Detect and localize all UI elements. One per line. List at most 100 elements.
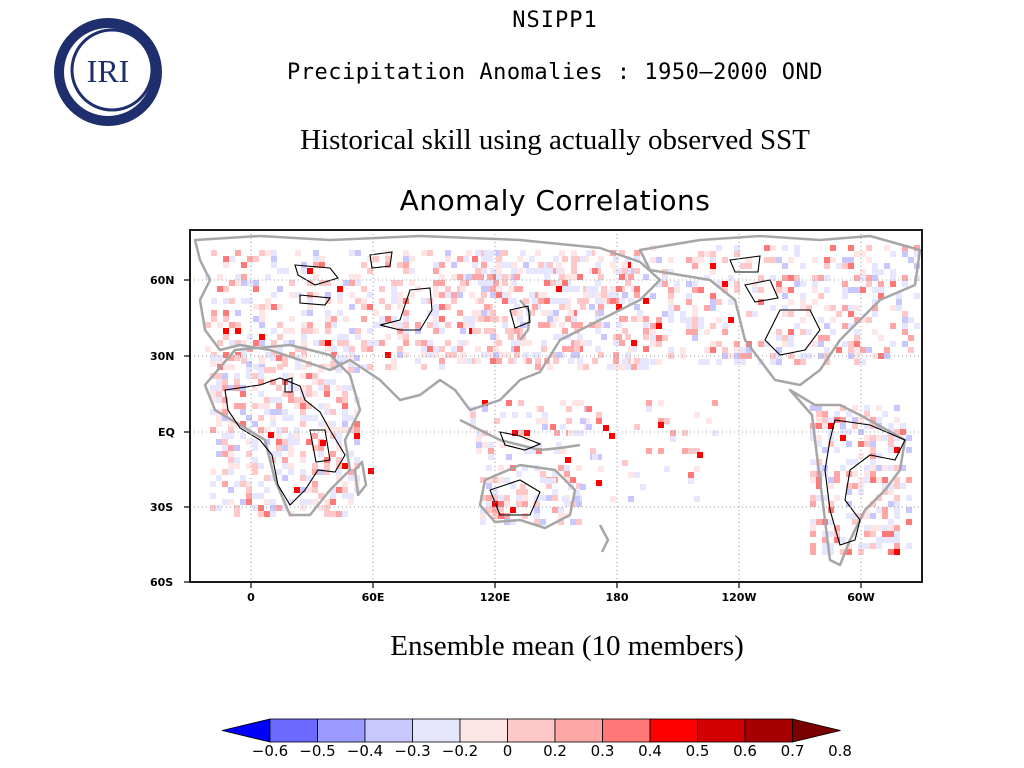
anomaly-cell [481, 262, 487, 268]
anomaly-cell [854, 287, 860, 293]
anomaly-cell [758, 341, 764, 347]
anomaly-cell [294, 433, 300, 439]
anomaly-cell [439, 364, 445, 370]
anomaly-cell [336, 445, 342, 451]
anomaly-cell [343, 346, 349, 352]
anomaly-cell [722, 347, 728, 353]
anomaly-cell [628, 496, 634, 502]
anomaly-cell [541, 268, 547, 274]
anomaly-cell [628, 298, 634, 304]
anomaly-cell [289, 328, 295, 334]
anomaly-cell [354, 433, 360, 439]
anomaly-cell [271, 256, 277, 262]
anomaly-cell [240, 391, 246, 397]
anomaly-cell [210, 493, 216, 499]
anomaly-cell [822, 447, 828, 453]
anomaly-cell [331, 346, 337, 352]
anomaly-cell [598, 256, 604, 262]
anomaly-cell [427, 298, 433, 304]
anomaly-cell [264, 475, 270, 481]
anomaly-cell [836, 311, 842, 317]
anomaly-cell [864, 513, 870, 519]
anomaly-cell [282, 415, 288, 421]
anomaly-cell [656, 323, 662, 329]
anomaly-cell [828, 483, 834, 489]
anomaly-cell [511, 262, 517, 268]
anomaly-cell [571, 316, 577, 322]
anomaly-cell [472, 274, 478, 280]
colorbar-label: 0 [502, 742, 513, 760]
anomaly-cell [342, 421, 348, 427]
anomaly-cell-high [658, 422, 664, 428]
anomaly-cell [342, 493, 348, 499]
anomaly-cell [348, 451, 354, 457]
anomaly-cell [252, 385, 258, 391]
anomaly-cell [484, 286, 490, 292]
anomaly-cell [433, 328, 439, 334]
anomaly-cell [876, 543, 882, 549]
anomaly-cell [246, 415, 252, 421]
anomaly-cell-high [565, 457, 571, 463]
anomaly-cell [511, 280, 517, 286]
anomaly-cell [834, 495, 840, 501]
anomaly-cell [312, 499, 318, 505]
anomaly-cell [475, 250, 481, 256]
anomaly-cell [313, 262, 319, 268]
anomaly-cell [229, 256, 235, 262]
iri-logo: IRI [54, 18, 162, 126]
anomaly-cell [342, 397, 348, 403]
anomaly-cell [547, 262, 553, 268]
anomaly-cell [258, 403, 264, 409]
anomaly-cell [900, 423, 906, 429]
anomaly-cell [692, 281, 698, 287]
anomaly-cell [566, 406, 572, 412]
anomaly-cell [734, 359, 740, 365]
anomaly-cell [234, 445, 240, 451]
anomaly-cell [846, 483, 852, 489]
anomaly-cell [680, 347, 686, 353]
anomaly-cell [210, 385, 216, 391]
anomaly-cell [547, 316, 553, 322]
anomaly-cell [300, 409, 306, 415]
anomaly-cell [271, 328, 277, 334]
anomaly-cell [852, 513, 858, 519]
anomaly-cell [348, 385, 354, 391]
anomaly-cell [318, 505, 324, 511]
anomaly-cell [211, 298, 217, 304]
anomaly-cell [914, 323, 920, 329]
anomaly-cell [662, 311, 668, 317]
anomaly-cell [397, 262, 403, 268]
anomaly-cell [888, 549, 894, 555]
anomaly-cell [559, 334, 565, 340]
anomaly-cell [625, 334, 631, 340]
anomaly-cell [860, 287, 866, 293]
anomaly-cell [361, 262, 367, 268]
anomaly-cell [498, 477, 504, 483]
anomaly-cell [906, 543, 912, 549]
anomaly-cell [716, 359, 722, 365]
anomaly-cell [906, 447, 912, 453]
anomaly-cell [470, 412, 476, 418]
anomaly-cell [580, 484, 586, 490]
anomaly-cell [234, 403, 240, 409]
anomaly-cell [258, 511, 264, 517]
anomaly-cell [646, 406, 652, 412]
anomaly-cell [482, 400, 488, 406]
anomaly-cell [282, 427, 288, 433]
anomaly-cell [276, 469, 282, 475]
anomaly-cell [848, 305, 854, 311]
anomaly-cell [822, 549, 828, 555]
anomaly-cell [668, 287, 674, 293]
xtick-120w: 120W [721, 591, 757, 604]
anomaly-cell [295, 364, 301, 370]
anomaly-cell [348, 475, 354, 481]
anomaly-cell [894, 435, 900, 441]
anomaly-cell [812, 299, 818, 305]
anomaly-cell [852, 417, 858, 423]
anomaly-cell [348, 355, 354, 361]
anomaly-cell [559, 250, 565, 256]
anomaly-cell [622, 328, 628, 334]
anomaly-cell [258, 505, 264, 511]
anomaly-cell [580, 340, 586, 346]
anomaly-cell [788, 341, 794, 347]
